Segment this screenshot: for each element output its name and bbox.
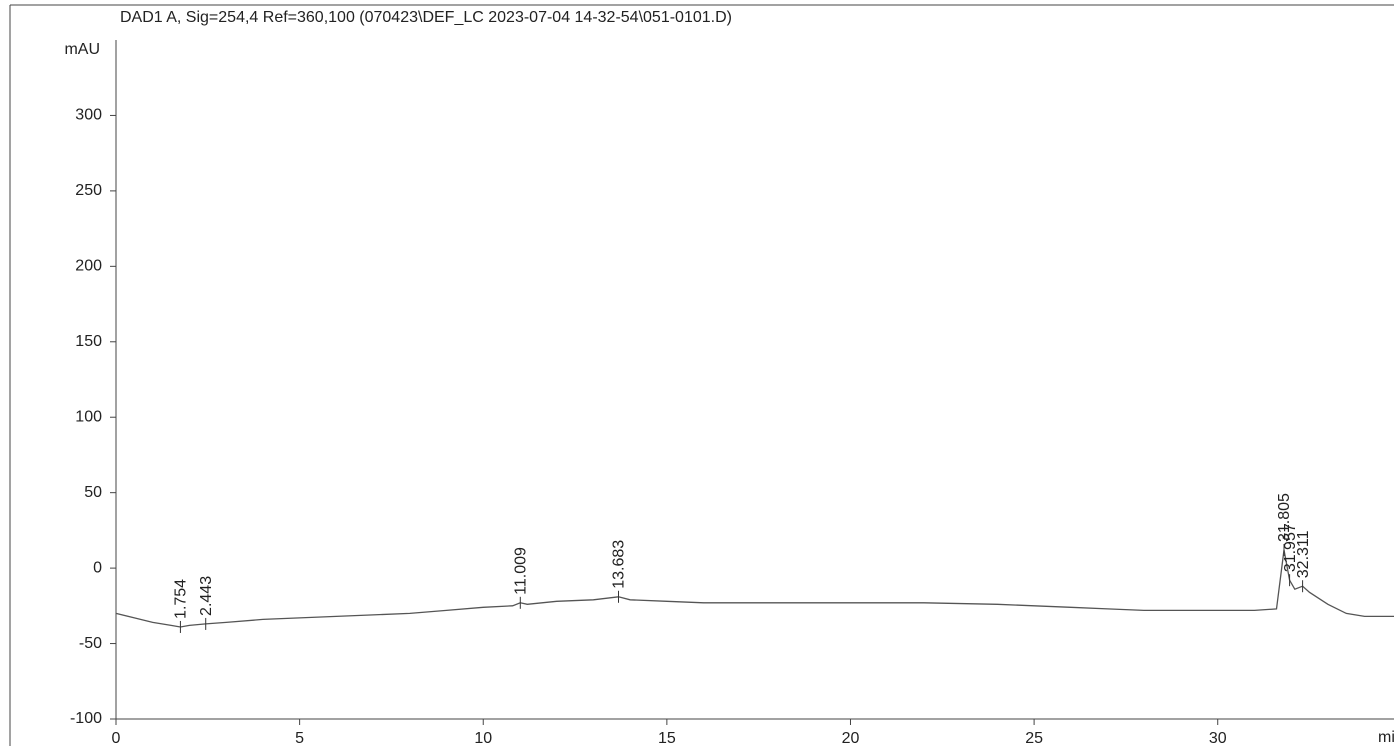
x-tick-label: 20 — [842, 730, 860, 746]
y-tick-label: 200 — [75, 258, 102, 275]
peak-label: 32.311 — [1295, 530, 1312, 578]
x-tick-label: 10 — [474, 730, 492, 746]
y-tick-label: -100 — [70, 710, 102, 727]
x-tick-label: 5 — [295, 730, 304, 746]
peak-label: 13.683 — [611, 540, 628, 589]
peak-label: 31.957 — [1282, 523, 1299, 572]
peak-label: 11.009 — [513, 547, 530, 595]
peak-label: 2.443 — [198, 576, 215, 616]
peak-label: 31.805 — [1276, 493, 1293, 542]
y-tick-label: 100 — [75, 408, 102, 425]
trace — [115, 549, 1394, 628]
y-axis-label: mAU — [64, 41, 100, 58]
x-tick-label: 30 — [1209, 730, 1227, 746]
y-tick-label: 50 — [84, 484, 102, 501]
x-tick-label: 0 — [112, 730, 121, 746]
chart-title: DAD1 A, Sig=254,4 Ref=360,100 (070423\DE… — [120, 9, 732, 26]
y-tick-label: 150 — [75, 333, 102, 350]
x-tick-label: 15 — [658, 730, 676, 746]
y-tick-label: -50 — [79, 635, 102, 652]
x-axis-label: min — [1378, 729, 1394, 746]
x-tick-label: 25 — [1025, 730, 1043, 746]
y-tick-label: 300 — [75, 107, 102, 124]
y-tick-label: 250 — [75, 182, 102, 199]
peak-label: 1.754 — [173, 579, 190, 619]
y-tick-label: 0 — [93, 559, 102, 576]
